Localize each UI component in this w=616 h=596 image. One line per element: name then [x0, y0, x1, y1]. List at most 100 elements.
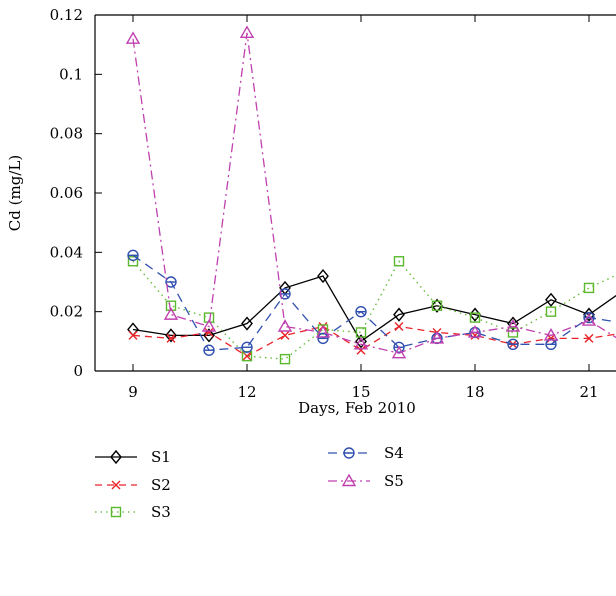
data-point-circle [343, 447, 355, 459]
series-s2 [128, 322, 616, 361]
data-point-circle [317, 332, 329, 345]
data-point-diamond [431, 298, 443, 313]
data-point-square [583, 282, 595, 294]
data-point-x [204, 327, 214, 337]
data-point-triangle [315, 325, 331, 338]
data-point-x [356, 345, 366, 355]
data-point-x [546, 333, 556, 343]
legend-item-s5: S5 [328, 472, 404, 490]
legend-label: S2 [151, 476, 171, 494]
data-point-x-stroke [128, 330, 138, 340]
x-tick-label: 15 [351, 383, 370, 401]
legend-label: S1 [151, 448, 171, 466]
data-point-diamond [393, 307, 405, 322]
data-point-square [279, 353, 291, 365]
data-point-square [431, 300, 443, 311]
x-tick-label: 21 [579, 383, 598, 401]
data-point-circle [165, 276, 177, 288]
data-point-x-stroke [204, 327, 214, 337]
data-point-circle [203, 344, 215, 356]
series-s4 [127, 249, 616, 356]
legend-label: S5 [384, 472, 404, 490]
legend-item-s1: S1 [95, 448, 171, 466]
data-point-x-stroke [356, 345, 366, 355]
data-point-triangle [505, 319, 521, 332]
data-point-square [469, 312, 481, 323]
series-s1 [127, 268, 616, 349]
y-tick-label: 0.02 [50, 303, 83, 321]
series-lines [125, 25, 616, 365]
data-point-triangle [467, 325, 483, 338]
data-point-square [203, 312, 215, 323]
data-point-circle [127, 249, 139, 262]
data-point-x [111, 480, 121, 490]
axes: 0 0.02 0.04 0.06 0.08 0.1 0.12 9 12 15 18 21 [50, 6, 616, 401]
data-point-triangle [353, 336, 369, 350]
y-tick-label: 0.06 [50, 184, 83, 202]
series-line [132, 325, 616, 357]
data-point-circle [545, 338, 557, 350]
data-point-square [545, 306, 557, 317]
data-point-x-stroke [394, 322, 404, 331]
legend-label: S3 [151, 503, 171, 521]
x-axis-title: Days, Feb 2010 [298, 399, 416, 417]
data-point-x-stroke [111, 480, 121, 490]
data-point-x-stroke [166, 333, 176, 343]
data-point-diamond [583, 307, 595, 322]
data-point-x-stroke [280, 330, 290, 340]
legend: S1 S2 S3 S4 S5 [95, 444, 404, 521]
y-tick-label: 0.08 [50, 125, 83, 143]
data-point-circle [355, 305, 367, 318]
x-tick-label: 18 [465, 383, 484, 401]
series-s5 [125, 25, 616, 359]
data-point-x [166, 333, 176, 343]
data-point-x [280, 330, 290, 340]
data-point-triangle [429, 330, 445, 344]
data-point-triangle [581, 313, 597, 326]
axis-ticks [95, 14, 590, 372]
data-point-triangle [163, 307, 179, 320]
legend-item-s3: S3 [95, 503, 171, 521]
data-point-triangle [341, 473, 357, 487]
data-point-diamond [317, 268, 329, 284]
data-point-triangle [201, 319, 217, 332]
data-point-diamond [165, 328, 177, 343]
data-point-circle [507, 338, 519, 350]
y-tick-label: 0 [73, 362, 83, 380]
legend-label: S4 [384, 444, 404, 462]
data-point-diamond [241, 316, 253, 331]
series-line [132, 275, 616, 343]
data-point-square [393, 256, 405, 267]
series-s3 [127, 256, 616, 365]
y-tick-label: 0.12 [50, 6, 83, 24]
data-point-x-stroke [584, 333, 594, 343]
data-point-diamond [110, 449, 122, 465]
data-point-diamond [355, 334, 367, 349]
data-point-x [584, 333, 594, 343]
y-tick-label: 0.1 [59, 65, 83, 83]
y-tick-label: 0.04 [50, 243, 83, 261]
data-point-square [110, 506, 122, 518]
legend-item-s2: S2 [95, 476, 171, 494]
y-axis-title: Cd (mg/L) [6, 155, 24, 231]
data-point-x-stroke [242, 351, 252, 361]
data-point-x [128, 330, 138, 340]
data-point-x-stroke [546, 333, 556, 343]
data-point-circle [241, 341, 253, 353]
data-point-square [127, 256, 139, 267]
data-point-circle [279, 288, 291, 300]
x-tick-label: 9 [128, 383, 138, 401]
data-point-diamond [507, 316, 519, 331]
x-tick-label: 12 [237, 383, 256, 401]
data-point-triangle [239, 25, 255, 38]
data-point-diamond [545, 292, 557, 307]
data-point-triangle [391, 345, 407, 359]
data-point-x [394, 322, 404, 331]
data-point-triangle [543, 327, 559, 341]
data-point-triangle [125, 31, 141, 44]
data-point-square [507, 327, 519, 338]
data-point-triangle [277, 319, 293, 332]
series-line [132, 32, 616, 354]
legend-item-s4: S4 [328, 444, 404, 462]
